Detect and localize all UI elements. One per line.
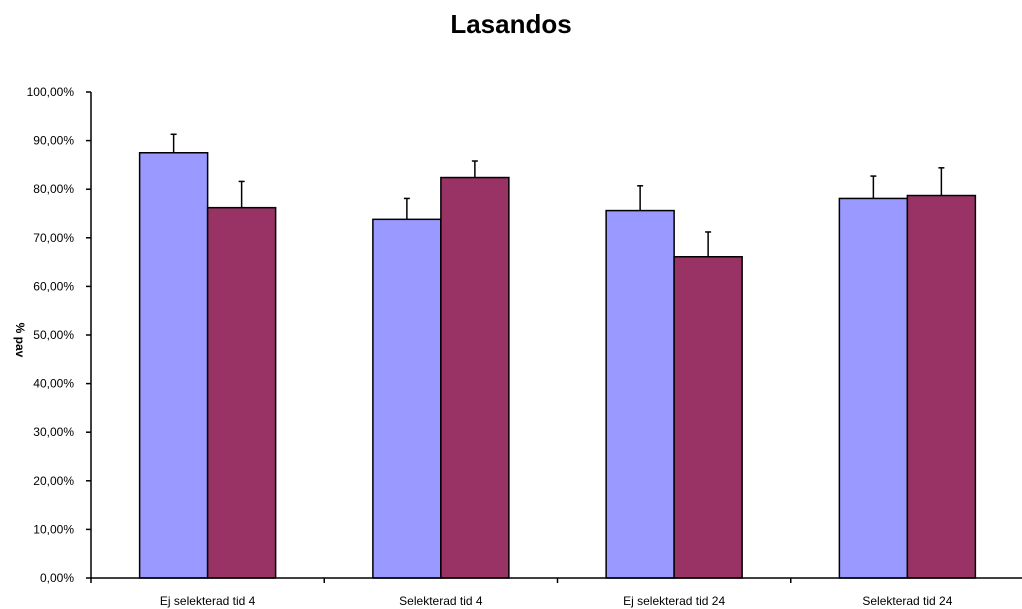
- x-tick-label: Ej selekterad tid 4: [160, 594, 256, 608]
- bar: [372, 218, 442, 579]
- bar: [138, 152, 209, 579]
- bar: [605, 209, 675, 579]
- y-tick-label: 30,00%: [33, 425, 74, 439]
- y-tick-label: 60,00%: [33, 279, 74, 293]
- bar: [206, 206, 277, 579]
- bars-layer: [138, 152, 977, 579]
- y-tick-label: 50,00%: [33, 328, 74, 342]
- x-tick-label: Selekterad tid 4: [399, 594, 483, 608]
- y-tick-label: 100,00%: [27, 85, 75, 99]
- y-tick-label: 10,00%: [33, 522, 74, 536]
- y-tick-label: 70,00%: [33, 231, 74, 245]
- y-tick-label: 90,00%: [33, 134, 74, 148]
- axes-layer: Ej selekterad tid 4 Selekterad tid 4 Ej se…: [27, 85, 1022, 608]
- chart-title: Lasandos: [450, 9, 571, 39]
- bar: [838, 197, 909, 579]
- bar: [440, 176, 510, 579]
- x-tick-label: Ej selekterad tid 24: [623, 594, 725, 608]
- y-tick-label: 80,00%: [33, 182, 74, 196]
- bar: [906, 194, 977, 579]
- error-bars-layer: [170, 133, 945, 257]
- bar: [673, 256, 743, 579]
- x-tick-label: Selekterad tid 24: [862, 594, 952, 608]
- y-axis-label: % pav: [13, 323, 27, 358]
- y-tick-label: 0,00%: [40, 571, 74, 585]
- y-tick-label: 20,00%: [33, 474, 74, 488]
- y-tick-label: 40,00%: [33, 377, 74, 391]
